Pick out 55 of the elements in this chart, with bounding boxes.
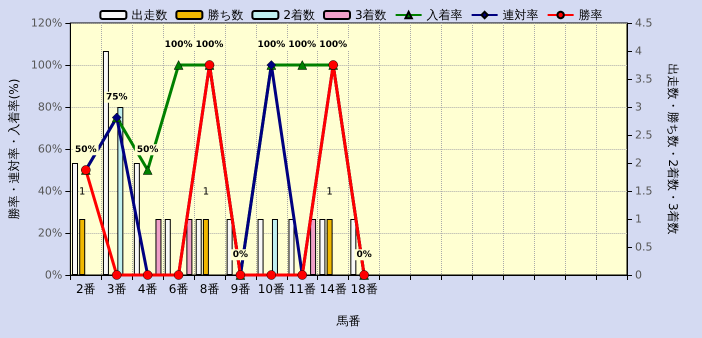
data-label: 1 (326, 186, 333, 198)
y-tick-label: 80% (38, 100, 62, 114)
x-tick-label: 11番 (288, 282, 316, 296)
y2-tick-label: 4.5 (635, 16, 652, 30)
legend-label: 勝ち数 (207, 8, 244, 22)
data-label: 100% (319, 40, 348, 50)
x-tick-label: 2番 (76, 282, 96, 296)
x-tick-label: 10番 (258, 282, 285, 296)
legend-label: 2着数 (283, 8, 316, 22)
y2-tick-label: 1 (635, 212, 642, 226)
y2-tick-label: 0 (635, 268, 642, 282)
y2-tick-label: 4 (635, 44, 642, 58)
x-tick-label: 6番 (168, 282, 188, 296)
x-tick-label: 14番 (320, 282, 347, 296)
legend-label: 連対率 (502, 8, 539, 22)
data-label: 100% (288, 40, 316, 50)
x-tick-label: 3番 (106, 282, 127, 296)
point (112, 270, 122, 280)
data-label: 100% (164, 40, 192, 50)
data-label: 50% (75, 144, 97, 155)
legend-label: 入着率 (426, 8, 463, 22)
y-tick-label: 100% (30, 58, 62, 72)
y2-tick-label: 1.5 (635, 184, 652, 198)
legend-label: 出走数 (131, 8, 168, 22)
data-label: 1 (79, 186, 86, 198)
data-label: 1 (202, 186, 210, 198)
legend-label: 勝率 (578, 8, 603, 22)
y2-tick-label: 3 (635, 100, 642, 114)
data-label: 0% (232, 250, 248, 260)
point (298, 60, 308, 70)
data-label: 50% (136, 144, 158, 155)
x-tick-label: 18番 (350, 282, 378, 296)
point (174, 60, 184, 70)
y-tick-label: 60% (38, 142, 62, 156)
y2-tick-label: 3.5 (635, 72, 652, 86)
x-axis-title: 馬番 (336, 314, 361, 328)
y-tick-label: 40% (38, 184, 62, 198)
y2-tick-label: 2 (635, 156, 642, 170)
y-tick-label: 20% (38, 226, 62, 240)
legend-label: 3着数 (355, 8, 387, 22)
y2-tick-label: 2.5 (635, 128, 652, 142)
data-label: 100% (257, 40, 286, 50)
x-tick-label: 9番 (230, 282, 250, 296)
y-tick-label: 0% (44, 268, 62, 282)
point (266, 270, 276, 280)
x-tick-label: 8番 (200, 282, 220, 296)
point (142, 165, 152, 175)
y2-axis-title: 出走数・勝ち数・2着数・3着数 (666, 63, 680, 235)
y-tick-label: 120% (30, 16, 62, 30)
data-label: 100% (196, 40, 224, 50)
y2-tick-label: 0.5 (635, 240, 652, 254)
data-label: 75% (106, 92, 128, 102)
x-tick-label: 4番 (138, 282, 158, 296)
y-axis-title: 勝率・連対率・入着率(%) (7, 78, 21, 220)
data-label: 0% (356, 250, 372, 260)
